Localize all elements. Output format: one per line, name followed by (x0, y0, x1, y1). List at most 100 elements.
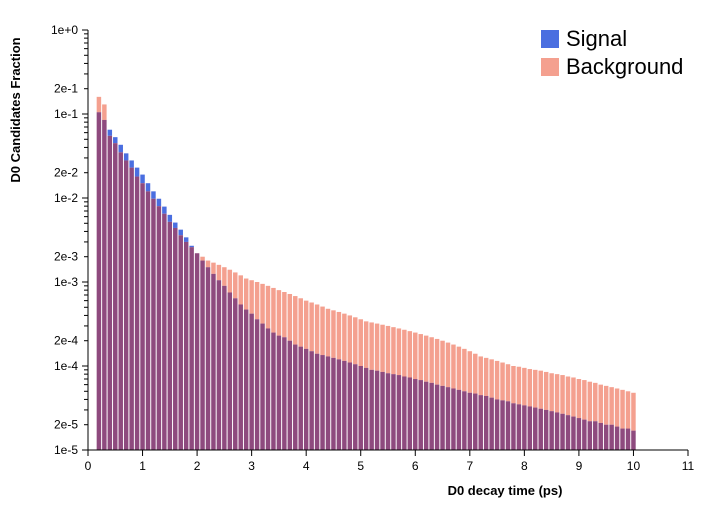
x-axis: 0 1 2 3 4 5 6 7 8 9 10 11 (85, 449, 695, 473)
background-bar (451, 344, 456, 389)
legend-swatch (541, 30, 559, 48)
overlap-bar (162, 213, 167, 450)
legend-swatch (541, 58, 559, 76)
overlap-bar (205, 267, 211, 450)
background-bar (211, 262, 216, 274)
background-bar (260, 283, 265, 324)
overlap-bar (347, 362, 353, 450)
background-bar (593, 382, 598, 422)
overlap-bar (320, 355, 325, 450)
overlap-bar (211, 273, 216, 450)
background-bar (276, 290, 282, 336)
overlap-bar (423, 381, 429, 450)
x-tick-label: 5 (357, 459, 364, 473)
background-bar (538, 370, 543, 409)
overlap-bar (543, 409, 549, 450)
background-bar (243, 278, 249, 310)
overlap-bar (260, 323, 265, 450)
overlap-bar (200, 260, 205, 450)
y-tick-label: 2e-1 (54, 82, 78, 96)
background-bar (96, 96, 102, 113)
background-bar (467, 351, 473, 393)
overlap-bar (298, 346, 303, 450)
x-tick-label: 1 (139, 459, 146, 473)
background-bar (298, 298, 303, 347)
background-bar (423, 335, 429, 382)
background-bar (102, 104, 107, 120)
overlap-bar (549, 411, 554, 450)
y-axis: 1e+0 2e-1 1e-1 2e-2 1e-2 2e-3 1e-3 2e-4 1e-4 2e-5… (51, 23, 89, 457)
overlap-bar (625, 428, 631, 450)
background-bar (478, 356, 483, 396)
background-bar (363, 321, 369, 368)
overlap-bar (489, 397, 494, 450)
overlap-bar (418, 380, 423, 450)
background-bar (462, 348, 467, 392)
overlap-bar (107, 135, 113, 450)
background-bar (565, 376, 571, 416)
x-tick-label: 10 (627, 459, 641, 473)
overlap-bar (598, 422, 603, 450)
background-bar (560, 375, 565, 414)
overlap-bar (467, 392, 473, 450)
background-bar (287, 293, 293, 341)
background-bar (473, 353, 478, 394)
overlap-bar (565, 415, 571, 450)
overlap-bar (287, 340, 293, 450)
background-bar (249, 280, 254, 314)
x-tick-label: 8 (521, 459, 528, 473)
background-bar (571, 377, 576, 417)
y-tick-label: 2e-5 (54, 418, 78, 432)
background-bar (205, 260, 211, 268)
y-axis-title: D0 Candidates Fraction (8, 37, 23, 182)
signal-bar (189, 245, 194, 248)
y-tick-label: 1e-2 (54, 191, 78, 205)
x-tick-label: 7 (466, 459, 473, 473)
signal-bar (107, 129, 113, 136)
overlap-bar (178, 235, 183, 450)
overlap-bar (614, 426, 620, 450)
legend-label: Background (566, 54, 683, 79)
y-tick-label: 2e-2 (54, 166, 78, 180)
overlap-bar (587, 421, 593, 450)
x-tick-label: 0 (85, 459, 92, 473)
background-bar (533, 369, 538, 408)
overlap-bar (440, 385, 445, 450)
overlap-bar (265, 328, 271, 450)
legend: Signal Background (541, 26, 683, 79)
background-bar (227, 269, 233, 293)
background-bar (222, 267, 227, 286)
overlap-bar (445, 387, 451, 450)
overlap-bar (102, 119, 107, 451)
overlap-bar (369, 369, 374, 450)
overlap-bar (609, 424, 614, 450)
overlap-bar (363, 367, 369, 450)
overlap-bar (631, 430, 636, 450)
background-bar (200, 256, 205, 261)
overlap-bar (571, 416, 576, 450)
background-bar (434, 338, 440, 385)
overlap-bar (494, 399, 500, 450)
overlap-bar (516, 404, 522, 450)
overlap-bar (118, 152, 123, 450)
overlap-bar (434, 384, 440, 450)
overlap-bar (189, 247, 194, 450)
overlap-bar (505, 401, 511, 450)
plot-bars (96, 96, 636, 451)
overlap-bar (483, 395, 489, 450)
overlap-bar (593, 421, 598, 450)
background-bar (380, 324, 385, 372)
signal-bar (134, 167, 140, 177)
overlap-bar (402, 376, 407, 450)
overlap-bar (353, 364, 358, 450)
background-bar (309, 302, 314, 352)
background-bar (342, 313, 347, 361)
background-bar (353, 317, 358, 365)
x-tick-label: 9 (576, 459, 583, 473)
overlap-bar (473, 393, 478, 450)
background-bar (598, 384, 603, 423)
overlap-bar (374, 370, 380, 450)
background-bar (336, 311, 342, 360)
x-tick-label: 11 (682, 459, 695, 473)
overlap-bar (183, 241, 189, 450)
